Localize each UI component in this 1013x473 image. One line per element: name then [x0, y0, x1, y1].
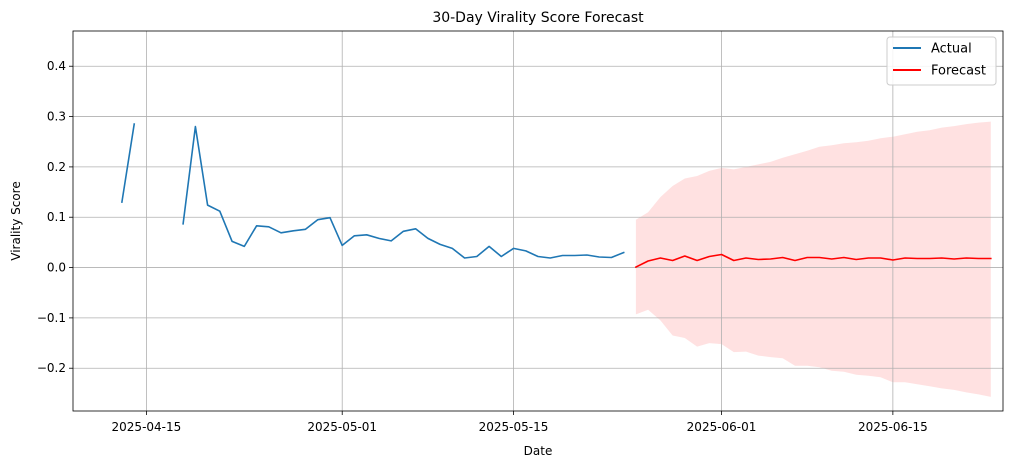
x-tick-label: 2025-06-01	[687, 420, 757, 434]
data-point-forecast	[647, 260, 649, 262]
data-point-forecast	[904, 257, 906, 259]
plot-frame	[72, 30, 1004, 412]
data-point-actual	[574, 255, 576, 257]
data-point-forecast	[721, 254, 723, 256]
data-point-actual	[513, 248, 515, 250]
legend-label-actual: Actual	[931, 42, 972, 57]
legend: Actual Forecast	[886, 36, 997, 86]
data-point-actual	[207, 204, 209, 206]
data-point-forecast	[745, 257, 747, 259]
y-tick-label: −0.1	[37, 311, 66, 325]
y-tick-label: −0.2	[37, 361, 66, 375]
data-point-actual	[439, 244, 441, 246]
data-point-actual	[317, 219, 319, 221]
data-point-actual	[293, 230, 295, 232]
x-tick-label: 2025-06-15	[858, 420, 928, 434]
data-point-actual	[354, 235, 356, 237]
y-tick-label: 0.4	[47, 59, 66, 73]
data-point-actual	[611, 257, 613, 259]
data-point-forecast	[733, 260, 735, 262]
series-line-forecast	[634, 253, 992, 269]
data-point-actual	[305, 229, 307, 231]
data-point-forecast	[843, 257, 845, 259]
data-point-actual	[378, 238, 380, 240]
data-point-actual	[598, 256, 600, 258]
confidence-band-layer	[635, 121, 991, 397]
data-point-forecast	[855, 259, 857, 261]
data-point-actual	[256, 225, 258, 227]
data-point-actual	[390, 240, 392, 242]
data-point-actual	[403, 231, 405, 233]
series-line-actual	[120, 123, 625, 259]
data-point-actual	[231, 241, 233, 243]
series-layer	[120, 123, 992, 269]
data-point-forecast	[672, 260, 674, 262]
data-point-actual	[121, 201, 123, 203]
data-point-forecast	[868, 257, 870, 259]
data-point-actual	[280, 232, 282, 234]
series-forecast	[634, 253, 992, 269]
data-point-actual	[549, 257, 551, 259]
y-axis-title: Virality Score	[9, 181, 23, 260]
data-point-actual	[329, 217, 331, 219]
data-point-actual	[219, 210, 221, 212]
data-point-actual	[525, 250, 527, 252]
tick-layer: 2025-04-15 2025-05-01 2025-05-15 2025-06-01…	[37, 59, 928, 434]
data-point-forecast	[941, 257, 943, 259]
data-point-forecast	[794, 260, 796, 262]
data-point-actual	[537, 256, 539, 258]
data-point-forecast	[758, 259, 760, 261]
x-tick-label: 2025-04-15	[112, 420, 182, 434]
data-point-actual	[501, 256, 503, 258]
x-tick-label: 2025-05-15	[479, 420, 549, 434]
x-axis-title: Date	[524, 444, 553, 458]
data-point-forecast	[929, 258, 931, 260]
data-point-forecast	[831, 258, 833, 260]
data-point-actual	[341, 245, 343, 247]
data-point-actual	[415, 228, 417, 230]
data-point-forecast	[709, 256, 711, 258]
data-point-forecast	[917, 258, 919, 260]
data-point-forecast	[990, 258, 992, 260]
data-point-actual	[476, 256, 478, 258]
x-tick-label: 2025-05-01	[307, 420, 377, 434]
y-tick-label: 0.3	[47, 110, 66, 124]
data-point-actual	[182, 223, 184, 225]
data-point-forecast	[966, 257, 968, 259]
data-point-forecast	[684, 255, 686, 257]
data-point-actual	[244, 246, 246, 248]
data-point-actual	[366, 234, 368, 236]
data-point-forecast	[635, 266, 637, 268]
legend-label-forecast: Forecast	[931, 64, 986, 79]
data-point-forecast	[770, 258, 772, 260]
data-point-actual	[562, 255, 564, 257]
forecast-confidence-band	[635, 121, 991, 397]
data-point-forecast	[892, 259, 894, 261]
grid-layer	[73, 31, 1003, 411]
data-point-actual	[488, 246, 490, 248]
y-tick-label: 0.0	[47, 261, 66, 275]
data-point-actual	[452, 248, 454, 250]
y-tick-label: 0.2	[47, 160, 66, 174]
data-point-forecast	[978, 258, 980, 260]
data-point-forecast	[806, 257, 808, 259]
y-tick-label: 0.1	[47, 210, 66, 224]
data-point-forecast	[660, 257, 662, 259]
data-point-actual	[268, 226, 270, 228]
data-point-forecast	[696, 260, 698, 262]
data-point-forecast	[782, 257, 784, 259]
series-actual	[120, 123, 625, 259]
data-point-actual	[464, 257, 466, 259]
data-point-actual	[623, 252, 625, 254]
data-point-actual	[133, 123, 135, 125]
chart-title: 30-Day Virality Score Forecast	[432, 10, 644, 26]
data-point-actual	[427, 238, 429, 240]
data-point-forecast	[819, 257, 821, 259]
data-point-forecast	[953, 258, 955, 260]
data-point-forecast	[880, 257, 882, 259]
data-point-actual	[195, 126, 197, 128]
data-point-actual	[586, 254, 588, 256]
